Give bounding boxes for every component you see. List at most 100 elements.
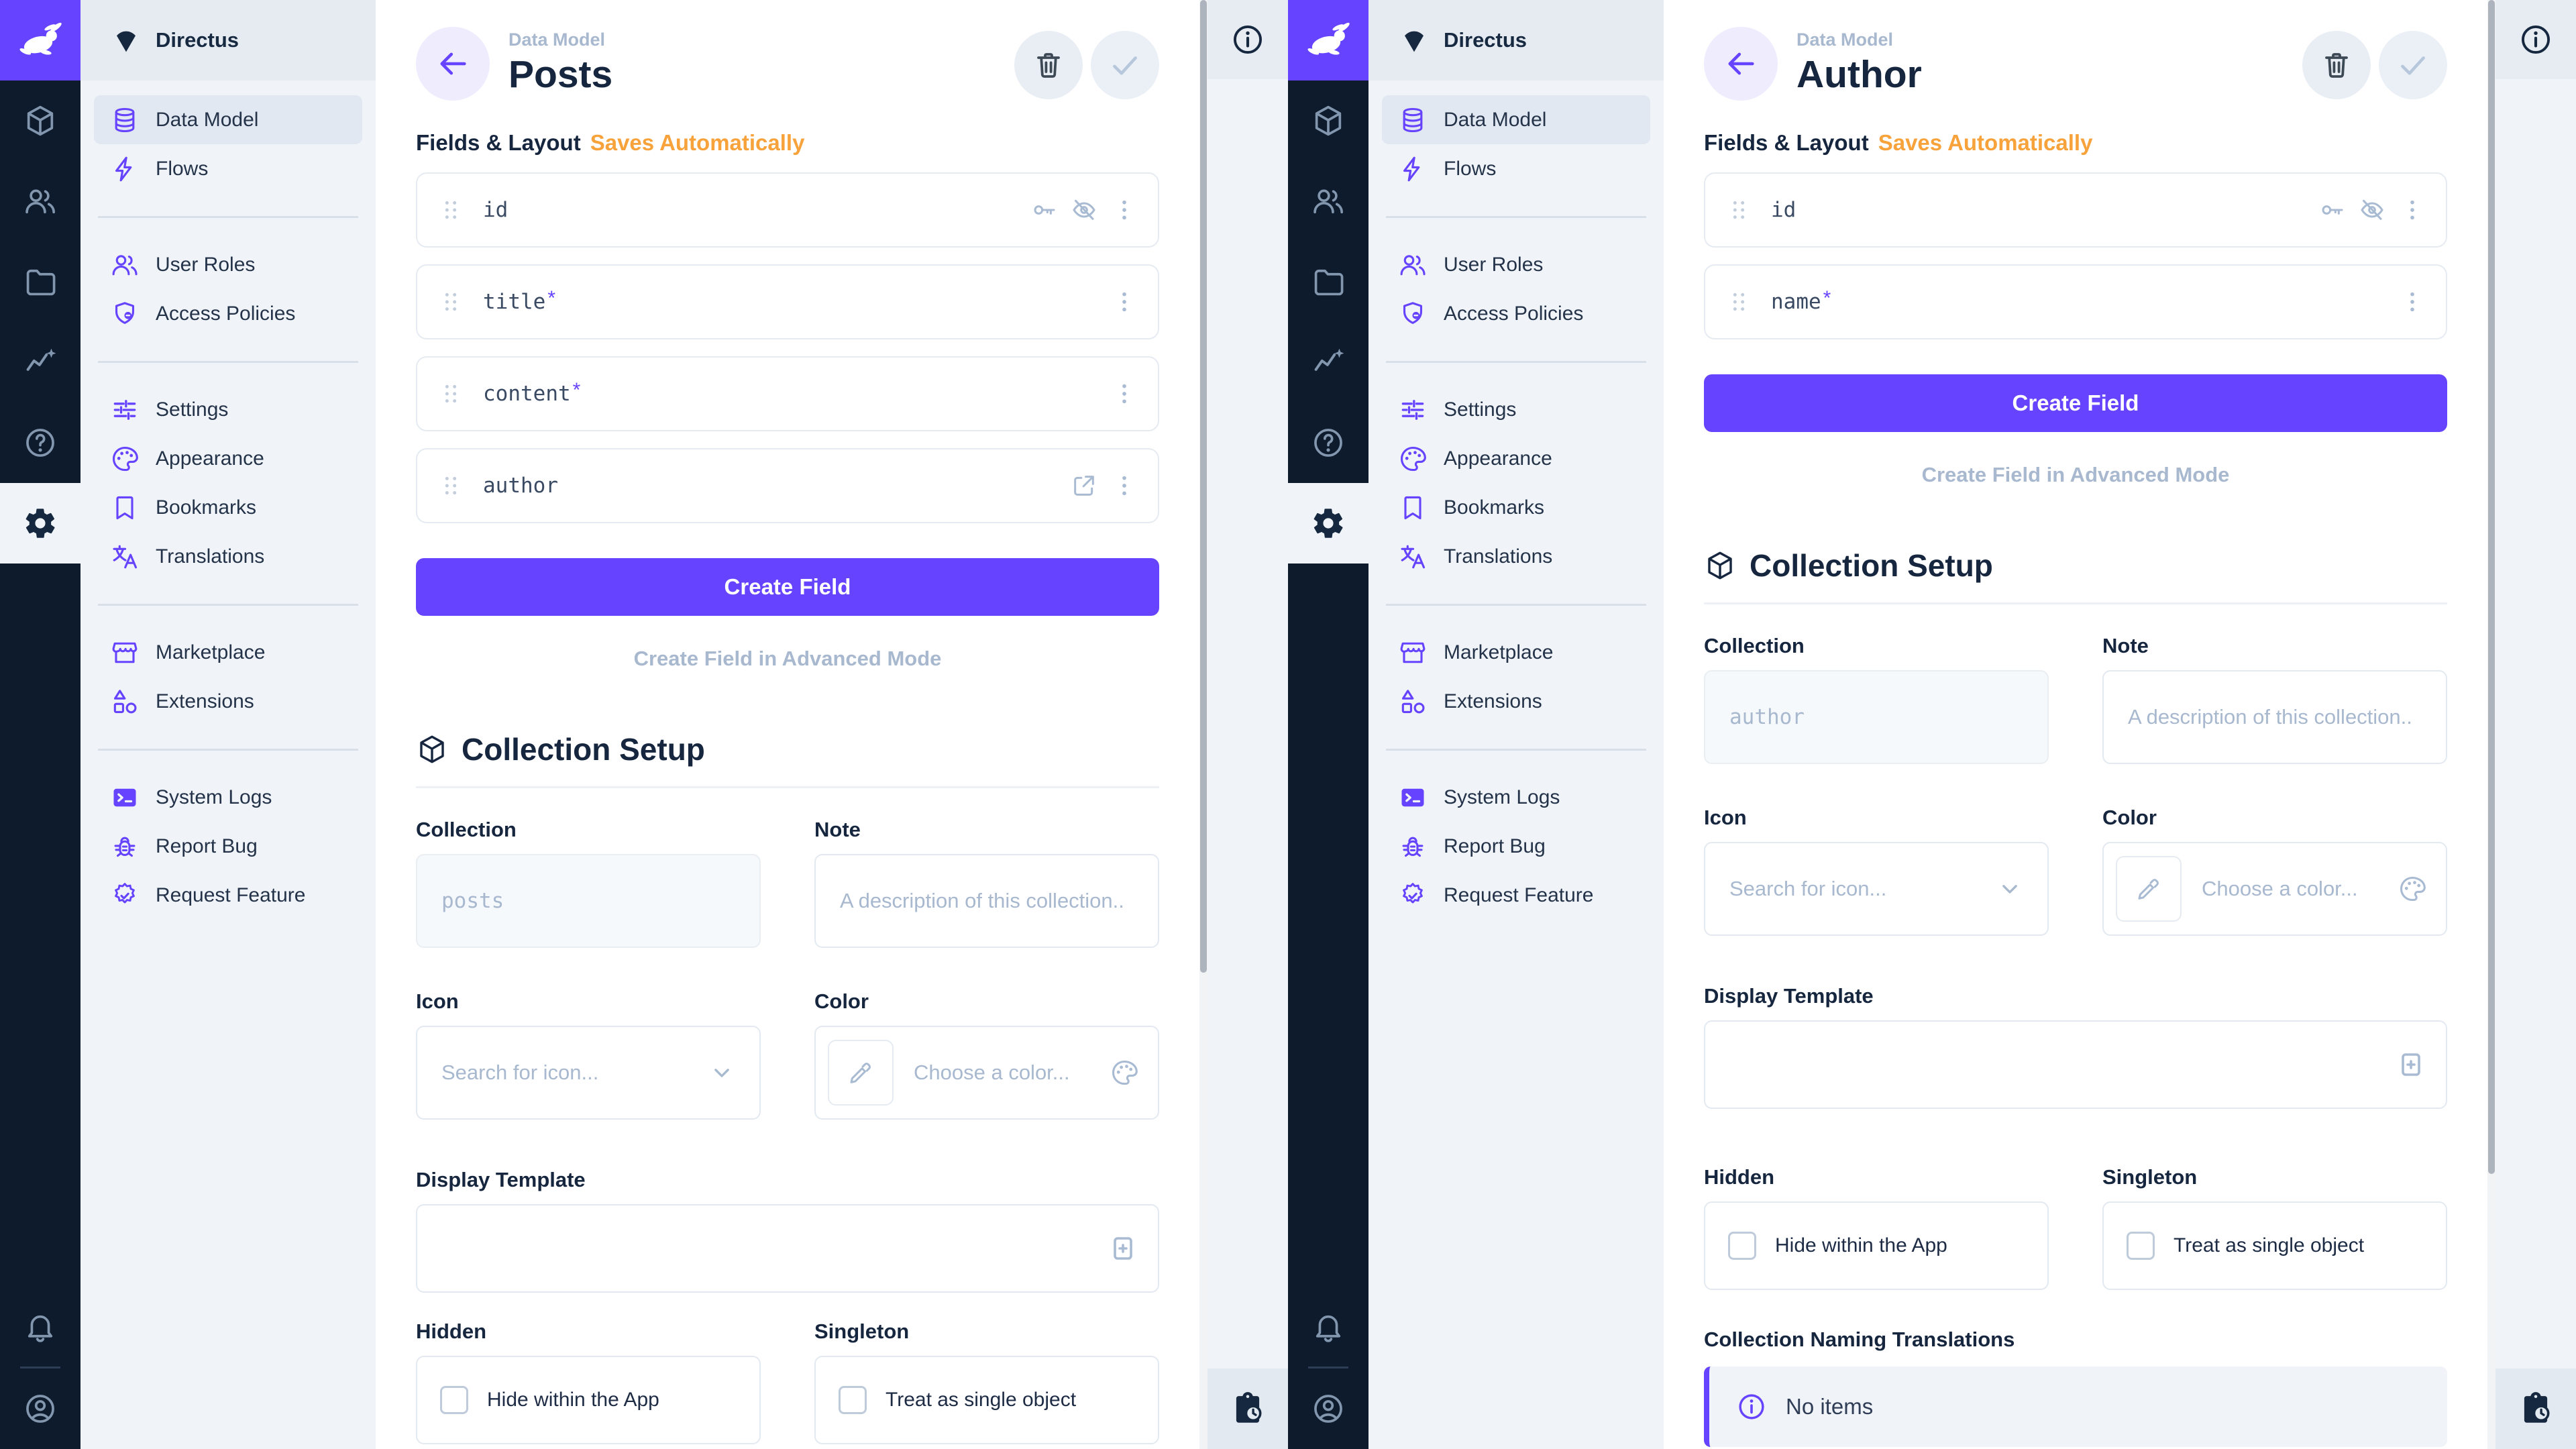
sidebar-item-flows[interactable]: Flows [1382, 144, 1650, 193]
display-template-input[interactable] [1704, 1020, 2447, 1109]
revisions-sidebar-button[interactable] [1208, 1368, 1288, 1449]
display-template-input[interactable] [416, 1204, 1159, 1293]
kebab-menu-icon[interactable] [1111, 472, 1138, 499]
project-header[interactable]: Directus [80, 0, 376, 80]
sidebar-item-extensions[interactable]: Extensions [94, 677, 362, 726]
sidebar-item-report-bug[interactable]: Report Bug [1382, 822, 1650, 871]
breadcrumb[interactable]: Data Model [1796, 30, 1894, 50]
drag-handle-icon[interactable] [437, 380, 464, 407]
hidden-checkbox[interactable] [1728, 1232, 1756, 1260]
icon-select[interactable]: Search for icon... [416, 1026, 761, 1120]
account-button[interactable] [1288, 1368, 1368, 1449]
kebab-menu-icon[interactable] [2399, 288, 2426, 315]
module-settings[interactable] [1288, 483, 1368, 564]
singleton-checkbox[interactable] [2127, 1232, 2155, 1260]
sidebar-item-settings[interactable]: Settings [94, 385, 362, 434]
sidebar-item-user-roles[interactable]: User Roles [94, 240, 362, 289]
sidebar-item-extensions[interactable]: Extensions [1382, 677, 1650, 726]
breadcrumb[interactable]: Data Model [508, 30, 606, 50]
back-button[interactable] [416, 27, 490, 101]
sidebar-item-marketplace[interactable]: Marketplace [94, 628, 362, 677]
sidebar-item-marketplace[interactable]: Marketplace [1382, 628, 1650, 677]
directus-logo[interactable] [0, 0, 80, 80]
field-row-name[interactable]: name * [1704, 264, 2447, 339]
hidden-checkbox[interactable] [440, 1386, 468, 1414]
module-content[interactable] [0, 80, 80, 161]
field-row-id[interactable]: id [416, 172, 1159, 248]
module-users[interactable] [1288, 161, 1368, 241]
delete-collection-button[interactable] [1014, 31, 1083, 99]
save-button[interactable] [1091, 31, 1159, 99]
module-help[interactable] [1288, 402, 1368, 483]
drag-handle-icon[interactable] [1725, 197, 1752, 223]
back-button[interactable] [1704, 27, 1778, 101]
module-settings[interactable] [0, 483, 80, 564]
create-field-button[interactable]: Create Field [1704, 374, 2447, 432]
sidebar-item-system-logs[interactable]: System Logs [1382, 773, 1650, 822]
note-input[interactable] [2102, 670, 2447, 764]
sidebar-item-request-feature[interactable]: Request Feature [1382, 871, 1650, 920]
info-sidebar-button[interactable] [1208, 0, 1288, 79]
sidebar-item-appearance[interactable]: Appearance [94, 434, 362, 483]
scrollbar-thumb[interactable] [2488, 0, 2495, 1174]
drag-handle-icon[interactable] [1725, 288, 1752, 315]
drag-handle-icon[interactable] [437, 197, 464, 223]
module-files[interactable] [0, 241, 80, 322]
sidebar-item-bookmarks[interactable]: Bookmarks [1382, 483, 1650, 532]
singleton-checkbox[interactable] [839, 1386, 867, 1414]
sidebar-item-data-model[interactable]: Data Model [1382, 95, 1650, 144]
sidebar-item-appearance[interactable]: Appearance [1382, 434, 1650, 483]
notifications-button[interactable] [1288, 1286, 1368, 1366]
field-row-content[interactable]: content * [416, 356, 1159, 431]
plus-box-icon[interactable] [1107, 1232, 1139, 1265]
sidebar-item-flows[interactable]: Flows [94, 144, 362, 193]
sidebar-item-access-policies[interactable]: Access Policies [1382, 289, 1650, 338]
directus-logo[interactable] [1288, 0, 1368, 80]
icon-select[interactable]: Search for icon... [1704, 842, 2049, 936]
sidebar-item-translations[interactable]: Translations [1382, 532, 1650, 581]
color-input[interactable]: Choose a color... [2102, 842, 2447, 936]
palette-icon[interactable] [2398, 874, 2427, 904]
eyedropper-button[interactable] [828, 1040, 894, 1106]
notifications-button[interactable] [0, 1286, 80, 1366]
account-button[interactable] [0, 1368, 80, 1449]
advanced-mode-link[interactable]: Create Field in Advanced Mode [1921, 463, 2230, 486]
module-insights[interactable] [1288, 322, 1368, 402]
module-insights[interactable] [0, 322, 80, 402]
plus-box-icon[interactable] [2395, 1049, 2427, 1081]
kebab-menu-icon[interactable] [1111, 288, 1138, 315]
field-row-title[interactable]: title * [416, 264, 1159, 339]
color-input[interactable]: Choose a color... [814, 1026, 1159, 1120]
field-row-author[interactable]: author [416, 448, 1159, 523]
module-files[interactable] [1288, 241, 1368, 322]
module-help[interactable] [0, 402, 80, 483]
launch-icon[interactable] [1071, 472, 1097, 499]
save-button[interactable] [2379, 31, 2447, 99]
sidebar-item-system-logs[interactable]: System Logs [94, 773, 362, 822]
delete-collection-button[interactable] [2302, 31, 2371, 99]
revisions-sidebar-button[interactable] [2496, 1368, 2576, 1449]
field-row-id[interactable]: id [1704, 172, 2447, 248]
create-field-button[interactable]: Create Field [416, 558, 1159, 616]
module-content[interactable] [1288, 80, 1368, 161]
sidebar-item-access-policies[interactable]: Access Policies [94, 289, 362, 338]
kebab-menu-icon[interactable] [2399, 197, 2426, 223]
project-header[interactable]: Directus [1368, 0, 1664, 80]
scrollbar-thumb[interactable] [1200, 0, 1207, 973]
palette-icon[interactable] [1110, 1058, 1139, 1087]
sidebar-item-request-feature[interactable]: Request Feature [94, 871, 362, 920]
module-users[interactable] [0, 161, 80, 241]
sidebar-item-settings[interactable]: Settings [1382, 385, 1650, 434]
kebab-menu-icon[interactable] [1111, 380, 1138, 407]
advanced-mode-link[interactable]: Create Field in Advanced Mode [633, 647, 942, 670]
sidebar-item-user-roles[interactable]: User Roles [1382, 240, 1650, 289]
sidebar-item-report-bug[interactable]: Report Bug [94, 822, 362, 871]
kebab-menu-icon[interactable] [1111, 197, 1138, 223]
sidebar-item-bookmarks[interactable]: Bookmarks [94, 483, 362, 532]
info-sidebar-button[interactable] [2496, 0, 2576, 79]
drag-handle-icon[interactable] [437, 472, 464, 499]
sidebar-item-translations[interactable]: Translations [94, 532, 362, 581]
scrollbar[interactable] [1199, 0, 1208, 1449]
drag-handle-icon[interactable] [437, 288, 464, 315]
sidebar-item-data-model[interactable]: Data Model [94, 95, 362, 144]
